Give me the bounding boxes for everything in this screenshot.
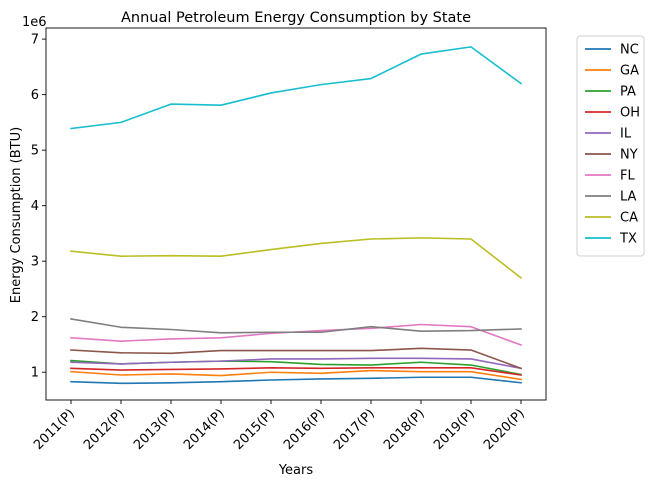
legend-label-oh: OH: [620, 106, 640, 121]
x-tick-label: 2018(P): [381, 406, 428, 453]
legend: NC GA PA OH IL NY FL LA CA TX: [576, 35, 645, 257]
y-tick-label: 2: [31, 310, 39, 325]
y-tick-label: 5: [31, 144, 39, 159]
x-tick-label: 2013(P): [131, 406, 178, 453]
y-tick-label: 3: [31, 255, 39, 270]
plot-area: 1 2 3 4 5 6 7 2011(P) 2012(P) 2013(P) 2014(P) 2015(…: [31, 27, 547, 453]
x-tick-label: 2020(P): [481, 406, 528, 453]
y-tick-label: 4: [31, 199, 39, 214]
legend-label-il: IL: [620, 127, 632, 142]
x-tick-label: 2017(P): [331, 406, 378, 453]
series-line-la: [70, 318, 522, 334]
x-tick-label: 2011(P): [31, 406, 78, 453]
legend-label-tx: TX: [619, 232, 637, 247]
plot-frame: [45, 27, 547, 401]
series-line-ca: [70, 237, 523, 279]
x-axis-title: Years: [278, 463, 314, 478]
legend-label-ga: GA: [620, 64, 639, 79]
y-offset-label: 1e6: [22, 15, 47, 30]
legend-label-la: LA: [620, 190, 637, 205]
x-tick-label: 2019(P): [431, 406, 478, 453]
series-line-ny: [70, 347, 523, 370]
legend-label-ny: NY: [620, 148, 638, 163]
y-tick-label: 7: [31, 33, 39, 48]
series-line-ga: [70, 369, 522, 381]
legend-label-fl: FL: [620, 169, 635, 184]
series-line-tx: [70, 46, 523, 130]
x-tick-label: 2015(P): [231, 406, 278, 453]
legend-label-nc: NC: [620, 43, 639, 58]
x-tick-label: 2016(P): [281, 406, 328, 453]
series-line-oh: [70, 366, 522, 376]
chart-title: Annual Petroleum Energy Consumption by S…: [121, 10, 471, 26]
x-tick-label: 2012(P): [81, 406, 128, 453]
series-line-il: [70, 357, 522, 370]
y-tick-label: 1: [31, 366, 39, 381]
legend-label-ca: CA: [620, 211, 638, 226]
y-axis-title: Energy Consumption (BTU): [9, 127, 24, 303]
legend-label-pa: PA: [620, 85, 636, 100]
x-tick-label: 2014(P): [181, 406, 228, 453]
series-line-nc: [70, 376, 522, 385]
y-tick-label: 6: [31, 88, 39, 103]
